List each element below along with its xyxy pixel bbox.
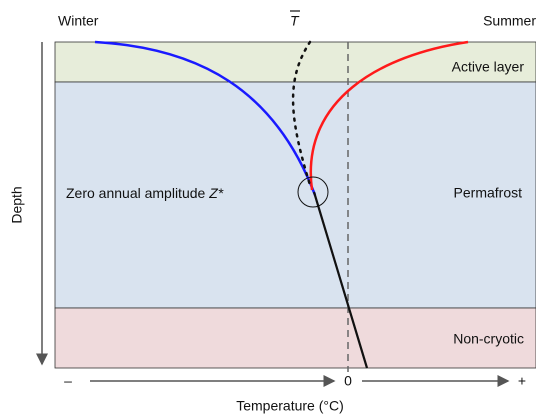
permafrost-label: Permafrost [454, 185, 523, 201]
summer-label: Summer [483, 13, 536, 29]
non-cryotic-zone [54, 307, 536, 369]
mean-label: T [290, 13, 300, 29]
y-axis-label: Depth [9, 186, 25, 223]
x-axis-label: Temperature (°C) [236, 398, 344, 414]
winter-label: Winter [58, 13, 99, 29]
zero-amplitude-text: Zero annual amplitude [66, 185, 206, 201]
non-cryotic-label: Non-cryotic [453, 331, 524, 347]
active-layer-label: Active layer [452, 59, 525, 75]
zero-amplitude-label: Zero annual amplitude Z* [66, 185, 224, 201]
summer-curve [309, 40, 469, 191]
active-layer-zone [54, 41, 536, 83]
z-star-marker [297, 176, 329, 208]
mean-curve [291, 40, 312, 187]
winter-curve [94, 40, 317, 196]
plus-label: + [518, 373, 526, 389]
zero-amplitude-symbol: Z* [208, 185, 224, 201]
geotherm [312, 191, 369, 369]
zero-label: 0 [344, 373, 352, 389]
minus-label: – [64, 373, 72, 389]
